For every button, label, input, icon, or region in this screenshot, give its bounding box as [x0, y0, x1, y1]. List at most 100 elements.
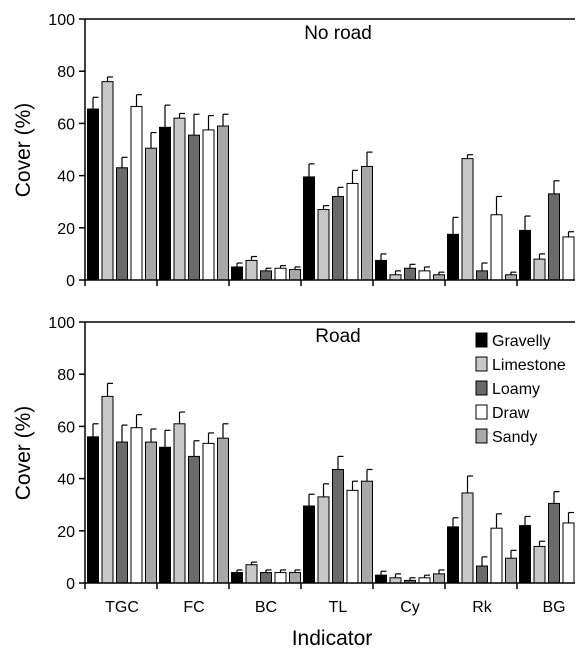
bar-limestone-bc: [245, 259, 258, 281]
bar-loamy-fc: [188, 134, 200, 281]
bar-loamy-cy: [404, 267, 416, 281]
y-tick-label: 80: [57, 64, 75, 81]
bar-loamy-rk: [476, 270, 488, 281]
bar-gravelly-cy: [375, 574, 387, 584]
bar-limestone-bc: [245, 564, 258, 584]
bar-limestone-fc: [173, 423, 186, 584]
bar-draw-bg: [562, 236, 575, 281]
legend-label-sandy: Sandy: [492, 429, 537, 446]
bar-sandy-bc: [289, 269, 301, 281]
chart-panels: No road 0 20 40 60 80 100 Road 0 20 40 60 80 100 TGC FC…: [48, 12, 575, 616]
y-tick-label: 80: [57, 367, 75, 384]
bar-limestone-cy: [389, 577, 402, 584]
bar-limestone-tl: [317, 209, 330, 281]
panel-no-road: No road 0 20 40 60 80 100: [48, 12, 575, 290]
bar-loamy-tgc: [116, 441, 128, 584]
legend-label-limestone: Limestone: [492, 357, 566, 374]
y-tick-label: 0: [66, 273, 75, 290]
bar-gravelly-tl: [303, 505, 315, 584]
bar-draw-fc: [202, 129, 215, 281]
bar-loamy-bc: [260, 270, 272, 281]
y-tick-label: 60: [57, 116, 75, 133]
bar-draw-rk: [490, 527, 503, 584]
x-tick-label-tgc: TGC: [105, 599, 139, 616]
bar-sandy-fc: [217, 437, 229, 584]
bar-loamy-tgc: [116, 167, 128, 281]
bar-gravelly-fc: [159, 446, 171, 584]
y-axis-label-no-road: Cover (%): [12, 103, 35, 198]
legend-swatch-draw: [475, 404, 488, 420]
bar-draw-bc: [274, 572, 287, 584]
bar-draw-cy: [418, 577, 431, 584]
bar-gravelly-bg: [519, 229, 531, 281]
y-tick-label: 100: [48, 12, 75, 29]
x-tick-label-cy: Cy: [400, 599, 420, 616]
y-axis-label-road: Cover (%): [12, 406, 35, 501]
x-tick-label-rk: Rk: [472, 599, 493, 616]
bar-draw-tgc: [130, 427, 143, 584]
legend: Gravelly Limestone Loamy Draw Sandy: [475, 332, 566, 446]
y-tick-label: 20: [57, 221, 75, 238]
bar-limestone-tl: [317, 496, 330, 584]
bar-gravelly-cy: [375, 259, 387, 281]
bar-limestone-tgc: [101, 395, 114, 584]
bar-gravelly-rk: [447, 233, 459, 281]
bar-sandy-tl: [361, 480, 373, 584]
y-tick-label: 20: [57, 524, 75, 541]
bar-limestone-rk: [461, 158, 474, 281]
bar-sandy-bc: [289, 572, 301, 584]
legend-swatch-gravelly: [475, 332, 488, 348]
y-tick-label: 40: [57, 169, 75, 186]
bar-limestone-bg: [533, 545, 546, 584]
bar-draw-cy: [418, 270, 431, 281]
bar-gravelly-fc: [159, 126, 171, 281]
legend-swatch-limestone: [475, 356, 488, 372]
legend-swatch-loamy: [475, 380, 488, 396]
bar-draw-bg: [562, 522, 575, 584]
legend-label-gravelly: Gravelly: [492, 333, 551, 350]
y-tick-label: 60: [57, 419, 75, 436]
bar-loamy-rk: [476, 565, 488, 584]
bar-gravelly-bg: [519, 525, 531, 584]
bar-limestone-tgc: [101, 81, 114, 281]
panel-title: No road: [304, 23, 372, 44]
x-tick-label-tl: TL: [329, 599, 348, 616]
x-tick-label-bc: BC: [255, 599, 277, 616]
bar-sandy-tgc: [145, 147, 157, 281]
panel-title: Road: [315, 326, 360, 347]
bar-sandy-fc: [217, 125, 229, 281]
bar-draw-fc: [202, 442, 215, 584]
bar-gravelly-tgc: [87, 108, 99, 281]
legend-label-draw: Draw: [492, 405, 530, 422]
bar-draw-tl: [346, 489, 359, 584]
legend-swatch-sandy: [475, 428, 488, 444]
bar-loamy-tl: [332, 468, 344, 584]
bar-gravelly-tgc: [87, 436, 99, 584]
x-tick-label-bg: BG: [542, 599, 565, 616]
bar-loamy-bg: [548, 193, 560, 281]
bar-limestone-cy: [389, 274, 402, 281]
bar-sandy-cy: [433, 274, 445, 281]
bar-limestone-fc: [173, 117, 186, 281]
bar-sandy-tgc: [145, 441, 157, 584]
bar-loamy-bc: [260, 572, 272, 584]
x-tick-label-fc: FC: [183, 599, 204, 616]
bar-sandy-tl: [361, 165, 373, 281]
bar-gravelly-bc: [231, 572, 243, 584]
bar-draw-tgc: [130, 105, 143, 281]
bar-limestone-bg: [533, 258, 546, 281]
panel-road: Road 0 20 40 60 80 100: [48, 315, 575, 593]
legend-label-loamy: Loamy: [492, 381, 540, 398]
bar-gravelly-bc: [231, 266, 243, 281]
bar-loamy-tl: [332, 195, 344, 281]
x-axis-label: Indicator: [292, 627, 373, 650]
bar-limestone-rk: [461, 492, 474, 584]
bar-sandy-rk: [505, 274, 517, 281]
bar-draw-tl: [346, 182, 359, 281]
bar-draw-bc: [274, 267, 287, 281]
bar-gravelly-rk: [447, 526, 459, 584]
bar-sandy-cy: [433, 573, 445, 584]
bar-loamy-bg: [548, 502, 560, 584]
bar-gravelly-tl: [303, 176, 315, 281]
